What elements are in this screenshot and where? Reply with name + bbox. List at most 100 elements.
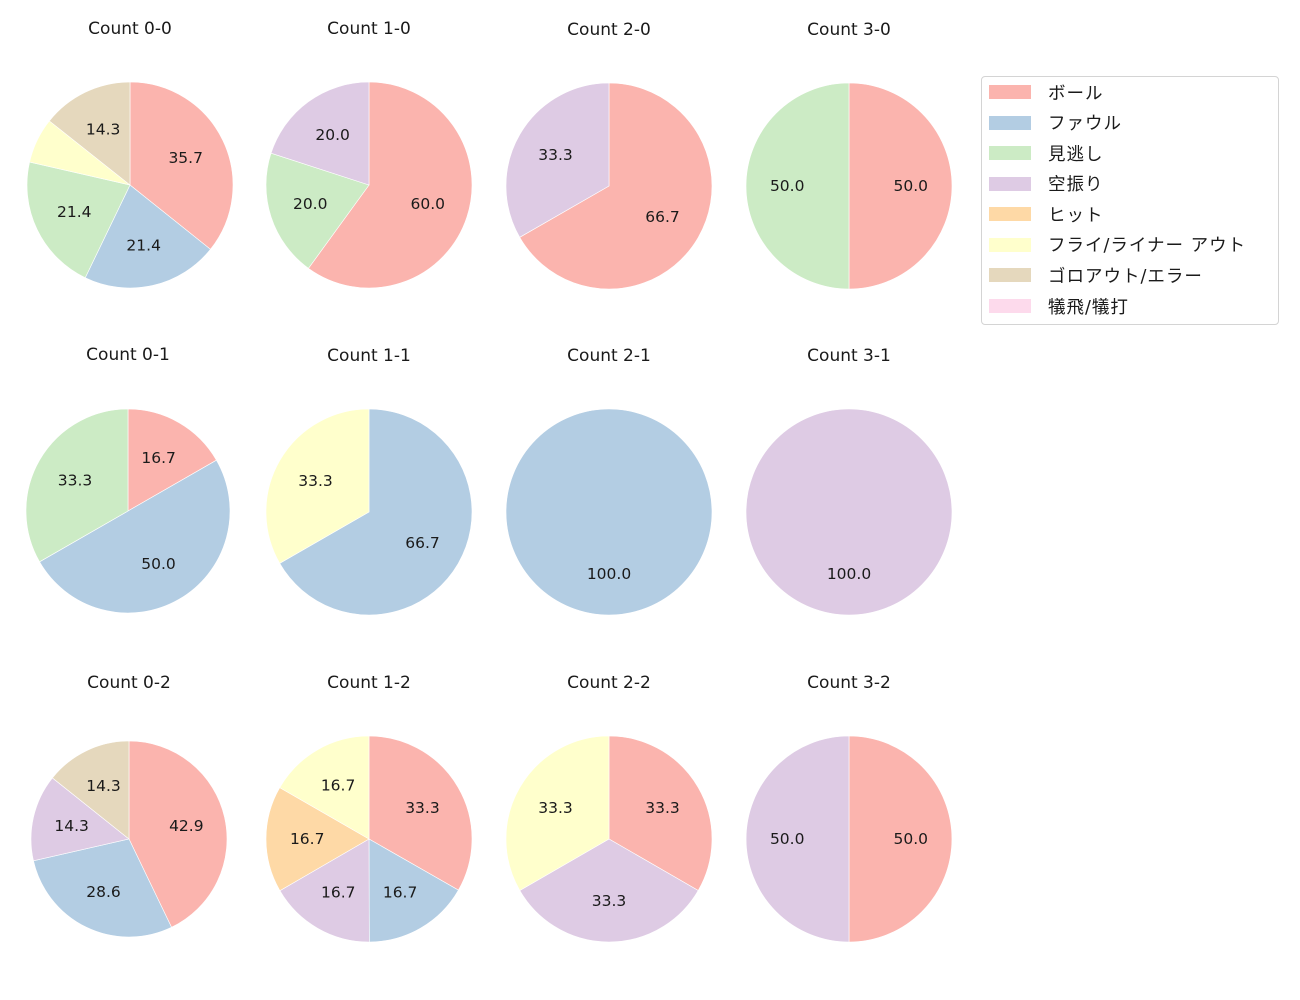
legend-label: ボール xyxy=(1048,83,1104,104)
slice-value-label: 50.0 xyxy=(894,177,929,195)
legend-item-sacrifice: 犠飛/犠打 xyxy=(989,296,1129,318)
slice-value-label: 14.3 xyxy=(54,817,89,835)
pie-slice xyxy=(270,81,370,186)
slice-value-label: 33.3 xyxy=(405,799,440,817)
legend-item-hit: ヒット xyxy=(989,204,1104,226)
slice-value-label: 14.3 xyxy=(86,777,121,795)
pie-count-0-0: Count 0-0 35.7 21.4 21.4 14.3 xyxy=(26,19,234,289)
pie-count-1-1: Count 1-1 66.7 33.3 xyxy=(265,346,473,616)
pie-title: Count 2-2 xyxy=(567,673,651,693)
pie-slice xyxy=(25,408,129,563)
pie-slice xyxy=(48,81,131,186)
slice-value-label: 33.3 xyxy=(538,146,573,164)
legend-item-ball: ボール xyxy=(989,82,1104,104)
legend-label: ゴロアウト/エラー xyxy=(1048,266,1203,287)
legend-swatch xyxy=(989,115,1031,130)
legend-swatch xyxy=(989,237,1031,252)
slice-value-label: 50.0 xyxy=(894,830,929,848)
pie-count-3-0: Count 3-0 50.0 50.0 xyxy=(745,20,953,290)
slice-value-label: 42.9 xyxy=(169,817,204,835)
legend-item-looking: 見逃し xyxy=(989,143,1104,165)
pie-title: Count 0-1 xyxy=(86,345,170,365)
legend-swatch xyxy=(989,299,1031,313)
legend-label: フライ/ライナー アウト xyxy=(1048,236,1247,256)
legend-item-ground-out-error: ゴロアウト/エラー xyxy=(989,265,1203,287)
pie-slice xyxy=(33,838,172,938)
pie-count-1-2: Count 1-2 33.3 16.7 16.7 16.7 16.7 xyxy=(265,673,473,943)
pie-slice xyxy=(505,82,610,238)
pie-slice xyxy=(279,408,473,616)
legend-label: 犠飛/犠打 xyxy=(1048,297,1129,318)
pie-title: Count 0-0 xyxy=(88,19,172,39)
legend: ボール ファウル 見逃し 空振り ヒット フライ/ライナー アウト ゴロアウト/… xyxy=(981,76,1279,325)
pie-slice xyxy=(745,82,850,290)
pie-slice xyxy=(519,82,713,290)
pie-slice xyxy=(265,408,370,564)
pie-slice xyxy=(279,735,370,840)
pie-slice xyxy=(745,408,953,616)
pie-slice xyxy=(848,735,953,943)
pie-count-2-0: Count 2-0 66.7 33.3 xyxy=(505,20,713,290)
slice-value-label: 33.3 xyxy=(538,799,573,817)
pie-slice xyxy=(505,735,610,891)
slice-value-label: 20.0 xyxy=(293,195,328,213)
pie-slice xyxy=(505,408,713,616)
slice-value-label: 50.0 xyxy=(770,177,805,195)
slice-value-label: 66.7 xyxy=(645,208,680,226)
legend-swatch xyxy=(989,176,1031,191)
pie-slice xyxy=(30,777,130,862)
pie-slice xyxy=(368,838,459,943)
pie-count-0-2: Count 0-2 42.9 28.6 14.3 14.3 xyxy=(30,673,228,938)
slice-value-label: 14.3 xyxy=(86,120,121,138)
slice-value-label: 100.0 xyxy=(587,565,631,583)
pie-slice xyxy=(608,735,713,891)
pie-slice xyxy=(368,735,473,891)
slice-value-label: 16.7 xyxy=(383,883,418,901)
pie-title: Count 1-0 xyxy=(327,19,411,39)
slice-value-label: 16.7 xyxy=(290,830,325,848)
pie-slice xyxy=(745,735,850,943)
pie-slice xyxy=(127,408,217,512)
slice-value-label: 21.4 xyxy=(126,236,161,254)
pie-title: Count 3-1 xyxy=(807,346,891,366)
legend-swatch xyxy=(989,207,1031,221)
slice-value-label: 16.7 xyxy=(321,776,356,794)
pie-slice xyxy=(265,152,370,269)
pie-title: Count 0-2 xyxy=(87,673,171,693)
pie-title: Count 3-2 xyxy=(807,673,891,693)
slice-value-label: 16.7 xyxy=(141,449,176,467)
pie-count-1-0: Count 1-0 60.0 20.0 20.0 xyxy=(265,19,473,289)
pie-slice xyxy=(84,184,211,289)
pie-title: Count 1-1 xyxy=(327,346,411,366)
slice-value-label: 28.6 xyxy=(86,883,121,901)
slice-value-label: 33.3 xyxy=(298,472,333,490)
slice-value-label: 33.3 xyxy=(592,892,627,910)
slice-value-label: 21.4 xyxy=(57,203,92,221)
pie-slice xyxy=(279,838,370,943)
slice-value-label: 60.0 xyxy=(411,195,446,213)
pie-slice xyxy=(129,81,234,250)
slice-value-label: 35.7 xyxy=(168,149,203,167)
legend-label: 空振り xyxy=(1048,175,1104,195)
pie-slice xyxy=(308,81,473,289)
legend-label: ファウル xyxy=(1048,114,1122,134)
legend-label: 見逃し xyxy=(1048,144,1104,165)
pie-count-2-1: Count 2-1 100.0 xyxy=(505,346,713,616)
slice-value-label: 20.0 xyxy=(315,126,350,144)
pie-count-3-2: Count 3-2 50.0 50.0 xyxy=(745,673,953,943)
legend-item-foul: ファウル xyxy=(989,113,1122,134)
pie-slice xyxy=(128,740,228,928)
slice-value-label: 50.0 xyxy=(770,830,805,848)
slice-value-label: 50.0 xyxy=(141,555,176,573)
legend-swatch xyxy=(989,85,1031,99)
pie-count-0-1: Count 0-1 16.7 50.0 33.3 xyxy=(25,345,231,614)
slice-value-label: 33.3 xyxy=(645,799,680,817)
slice-value-label: 100.0 xyxy=(827,565,871,583)
pie-slice xyxy=(39,459,231,614)
pie-title: Count 1-2 xyxy=(327,673,411,693)
slice-value-label: 16.7 xyxy=(321,884,356,902)
legend-swatch xyxy=(989,146,1031,160)
pie-count-3-1: Count 3-1 100.0 xyxy=(745,346,953,616)
pie-title: Count 3-0 xyxy=(807,20,891,40)
